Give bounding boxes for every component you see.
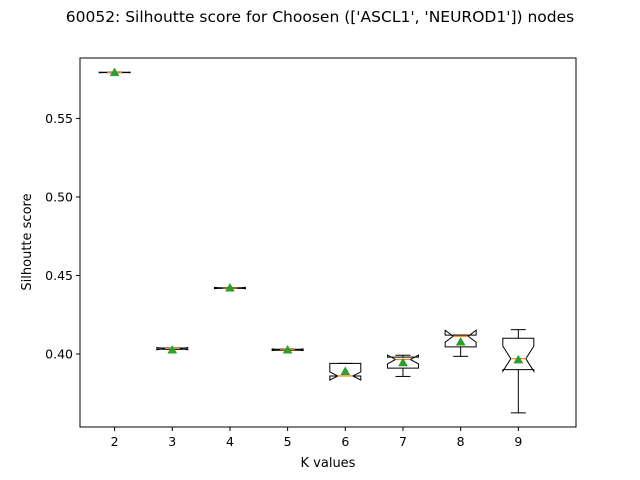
plot-area [80, 58, 576, 427]
x-tick-label-3: 3 [168, 434, 176, 449]
y-tick-label-0.50: 0.50 [45, 189, 73, 204]
box-k-7 [386, 354, 419, 377]
mean-marker [340, 366, 351, 376]
box-k-9 [502, 329, 535, 414]
notched-box [502, 337, 535, 373]
y-tick-label-0.55: 0.55 [45, 111, 73, 126]
x-tick-label-5: 5 [284, 434, 292, 449]
notched-box [98, 71, 131, 74]
box-k-3 [156, 344, 189, 354]
y-tick-label-0.40: 0.40 [45, 346, 73, 361]
notched-box [271, 348, 304, 352]
mean-marker [455, 336, 466, 346]
mean-marker [282, 344, 293, 354]
chart-title: 60052: Silhoutte score for Choosen (['AS… [65, 8, 575, 26]
box-k-6 [329, 362, 362, 381]
notched-box [329, 362, 362, 381]
notched-box [213, 286, 246, 290]
x-tick-label-6: 6 [341, 434, 349, 449]
box-k-8 [444, 329, 477, 357]
notched-box [156, 346, 189, 351]
notched-box [386, 354, 419, 369]
x-tick-label-4: 4 [226, 434, 234, 449]
y-axis-label: Silhoutte score [20, 193, 35, 290]
mean-marker [109, 67, 120, 77]
mean-marker [167, 344, 178, 354]
mean-marker [225, 282, 235, 292]
box-marks [98, 67, 535, 414]
plot-frame [79, 57, 577, 428]
notched-box [444, 329, 477, 348]
x-tick-label-9: 9 [514, 434, 522, 449]
mean-marker [398, 357, 408, 367]
x-tick-label-2: 2 [111, 434, 119, 449]
y-tick-label-0.45: 0.45 [45, 268, 73, 283]
mean-marker [513, 354, 524, 364]
box-k-4 [213, 282, 246, 292]
box-k-5 [271, 344, 304, 354]
x-tick-label-8: 8 [457, 434, 465, 449]
axis-ticks: 0.40 0.45 0.50 0.55 2 3 4 5 6 7 8 9 [45, 111, 522, 449]
box-k-2 [98, 67, 131, 77]
x-tick-label-7: 7 [399, 434, 407, 449]
x-axis-label: K values [301, 456, 356, 471]
